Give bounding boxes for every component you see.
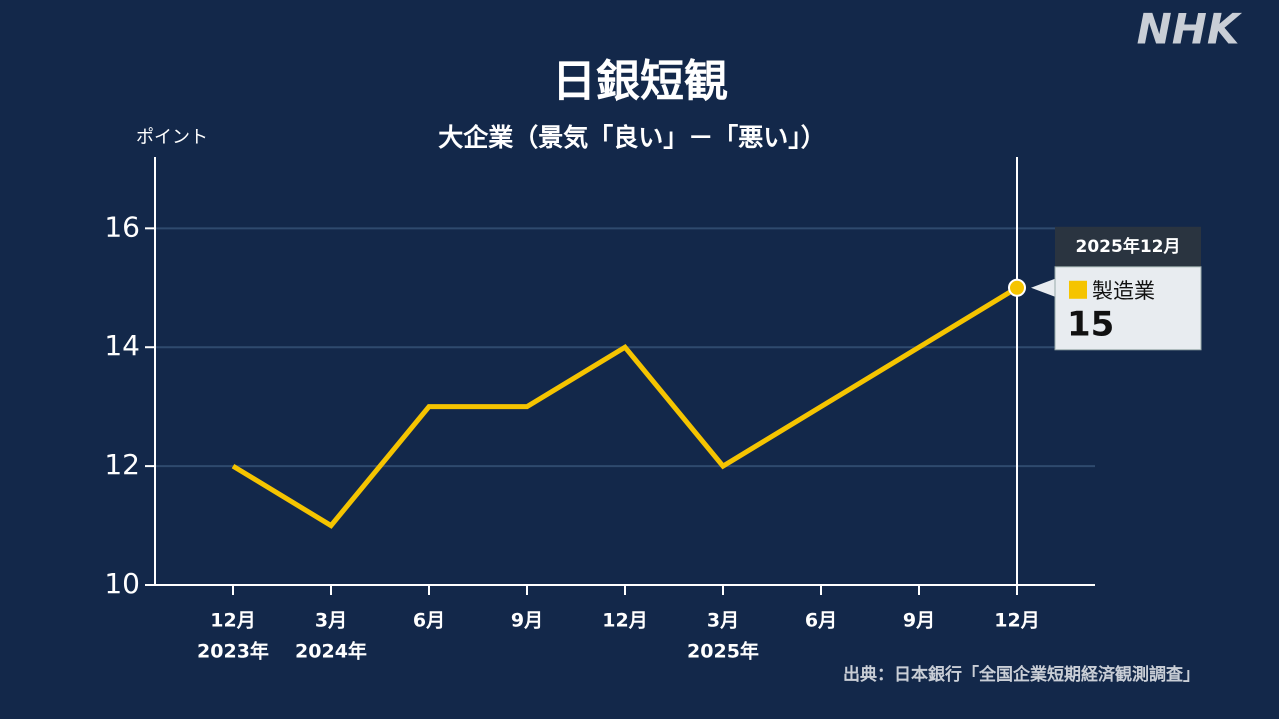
- x-year-label: 2024年: [295, 640, 367, 663]
- legend-swatch: [1069, 280, 1087, 299]
- tooltip-pointer: [1031, 278, 1055, 297]
- tooltip-value: 15: [1067, 304, 1114, 344]
- logo: NHK: [1137, 5, 1243, 54]
- y-tick-label: 16: [104, 210, 140, 243]
- y-tick-label: 12: [104, 448, 140, 481]
- y-tick-label: 14: [104, 329, 140, 362]
- x-tick-label: 3月: [707, 610, 739, 632]
- source: 出典：日本銀行「全国企業短期経済観測調査」: [843, 664, 1200, 685]
- x-year-label: 2025年: [687, 640, 759, 663]
- tooltip-title: 2025年12月: [1076, 236, 1181, 257]
- point: [1008, 278, 1026, 297]
- x-tick-label: 3月: [315, 610, 347, 632]
- x-tick-label: 12月: [210, 610, 255, 632]
- legend-label: 製造業: [1092, 279, 1155, 303]
- y-tick-label: 10: [104, 567, 140, 600]
- x-tick-label: 9月: [903, 610, 935, 632]
- tooltip-body: [1054, 266, 1202, 351]
- x-tick-label: 9月: [511, 610, 543, 632]
- x-year-label: 2023年: [197, 640, 269, 663]
- x-tick-label: 12月: [994, 610, 1039, 632]
- x-tick-label: 12月: [602, 610, 647, 632]
- x-tick-label: 6月: [805, 610, 837, 632]
- x-tick-label: 6月: [413, 610, 445, 632]
- line: [231, 285, 1019, 529]
- y-axis-label: ポイント: [136, 127, 208, 148]
- chart-subtitle: 大企業（景気「良い」－「悪い」）: [438, 123, 826, 152]
- chart-title: 日銀短観: [552, 56, 728, 107]
- tooltip-header: [1055, 226, 1201, 267]
